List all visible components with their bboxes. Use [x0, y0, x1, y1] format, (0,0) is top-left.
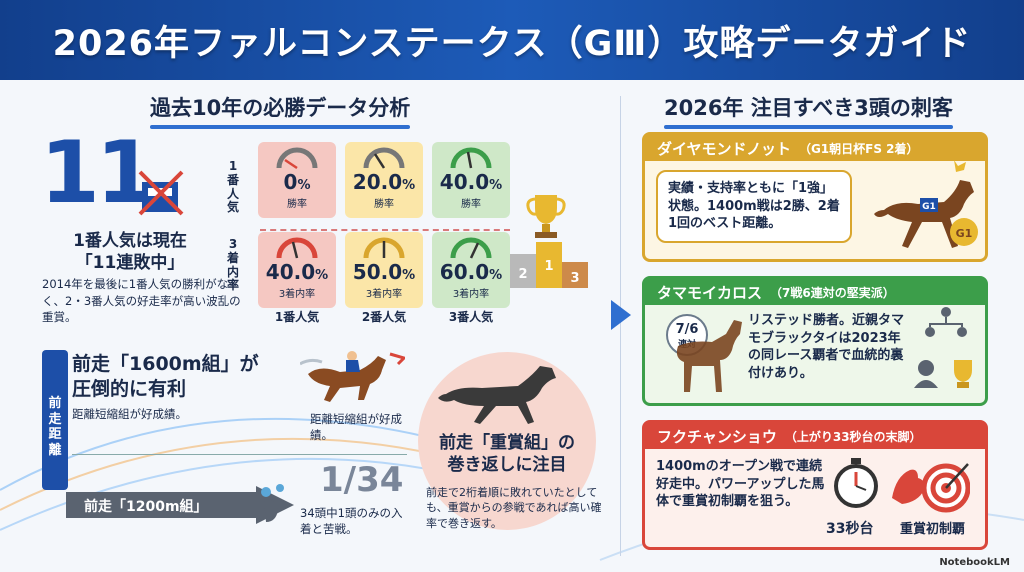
horse-2-text: リステッド勝者。近親タマモブラックタイは2023年の同レース覇者で血統的裏付けあ… [748, 313, 905, 381]
trophy-podium-icon: 2 1 3 [510, 195, 588, 288]
arrow-1200m [66, 486, 294, 524]
icon-label-33s: 33秒台 [826, 521, 874, 537]
running-horse-icon [438, 366, 556, 424]
card-fav3-top3: 60.0% 3着内率 [432, 232, 510, 308]
jockey-caption: 距離短縮組が好成績。 [310, 412, 402, 442]
horse-name: ダイヤモンドノット [657, 139, 791, 158]
fraction-caption: 34頭中1頭のみの入着と苦戦。 [300, 506, 403, 536]
podium-1: 1 [544, 259, 553, 274]
horse-badge-text: G1 [922, 202, 936, 212]
notebooklm-brand: NotebookLM [939, 557, 1010, 568]
horse-note: （上がり33秒台の末脚） [784, 429, 922, 444]
gauge-icon [450, 237, 492, 259]
horse-note: （7戦6連対の堅実派） [770, 285, 895, 300]
gauge-icon [276, 237, 318, 259]
chevron-right-icon [611, 300, 631, 330]
gauge-icon [363, 237, 405, 259]
title-underline [150, 125, 411, 129]
losing-streak-number: 11 [40, 123, 156, 223]
col-label-fav2: 2番人気 [361, 310, 407, 324]
muscle-target-icon [892, 463, 970, 513]
page-title: 2026年ファルコンステークス（GⅢ）攻略データガイド [52, 23, 972, 64]
icon-label-first-win: 重賞初制覇 [900, 522, 966, 537]
horse-name: タマモイカロス [657, 283, 763, 302]
favorite-headline: 1番人気は現在 「11連敗中」 [73, 231, 187, 274]
distance-subtext: 距離短縮組が好成績。 [72, 407, 187, 421]
horse-note: （G1朝日杯FS 2着） [798, 141, 919, 156]
card-fav1-top3: 40.0% 3着内率 [258, 232, 336, 308]
jusho-circle [418, 352, 596, 530]
podium-3: 3 [570, 271, 579, 286]
card-fav1-win: 0% 勝率 [258, 142, 336, 218]
horse-card-header: ダイヤモンドノット （G1朝日杯FS 2着） [645, 135, 985, 161]
stopwatch-icon [834, 458, 878, 508]
card-fav3-win: 40.0% 勝率 [432, 142, 510, 218]
standing-horse-icon [676, 320, 742, 392]
splash-icon [261, 484, 284, 522]
jusho-description: 前走で2桁着順に敗れていたとしても、重賞からの参戦であれば高い確率で巻き返す。 [426, 486, 602, 530]
medal-text: G1 [956, 227, 973, 240]
horse-g1-icon: G1 G1 [874, 160, 978, 248]
horse-card-header: フクチャンショウ （上がり33秒台の末脚） [645, 423, 985, 449]
column-divider [620, 96, 621, 556]
distance-side-label: 前走距離 [42, 350, 68, 490]
horse-1-text: 実績・支持率ともに「1強」状態。1400m戦は2勝、2着1回のベスト距離。 [656, 170, 852, 243]
card-fav2-win: 20.0% 勝率 [345, 142, 423, 218]
favorite-description: 2014年を最後に1番人気の勝利がなく、2・3番人気の好走率が高い波乱の重賞。 [42, 277, 241, 325]
horse-3-text: 1400mのオープン戦で連続好走中。パワーアップした馬体で重賞初制覇を狙う。 [656, 459, 825, 510]
horse-card-fuku-chanshow: フクチャンショウ （上がり33秒台の末脚） [642, 420, 988, 550]
horse-card-header: タマモイカロス （7戦6連対の堅実派） [645, 279, 985, 305]
racehorse-jockey-icon [300, 351, 405, 402]
fraction-1-34: 1/34 [320, 460, 404, 500]
podium-2: 2 [518, 267, 527, 282]
section-divider [72, 454, 407, 455]
gauge-icon [276, 147, 318, 170]
gauge-icon [450, 147, 492, 169]
arrow-1200m-label: 前走「1200m組」 [84, 499, 208, 515]
no-win-icon [138, 170, 184, 216]
card-fav2-top3: 50.0% 3着内率 [345, 232, 423, 308]
jusho-headline: 前走「重賞組」の 巻き返しに注目 [439, 433, 575, 476]
title-underline [664, 125, 953, 129]
col-label-fav1: 1番人気 [274, 310, 320, 324]
pedigree-trophy-icon [914, 307, 972, 388]
header-banner: 2026年ファルコンステークス（GⅢ）攻略データガイド [0, 0, 1024, 80]
horse-name: フクチャンショウ [657, 427, 777, 446]
row-divider [260, 229, 510, 231]
left-section-title: 過去10年の必勝データ分析 [150, 92, 411, 129]
distance-headline: 前走「1600m組」が 圧倒的に有利 [72, 353, 259, 400]
col-label-fav3: 3番人気 [448, 310, 494, 324]
gauge-icon [363, 147, 405, 169]
right-section-title: 2026年 注目すべき3頭の刺客 [664, 92, 953, 129]
